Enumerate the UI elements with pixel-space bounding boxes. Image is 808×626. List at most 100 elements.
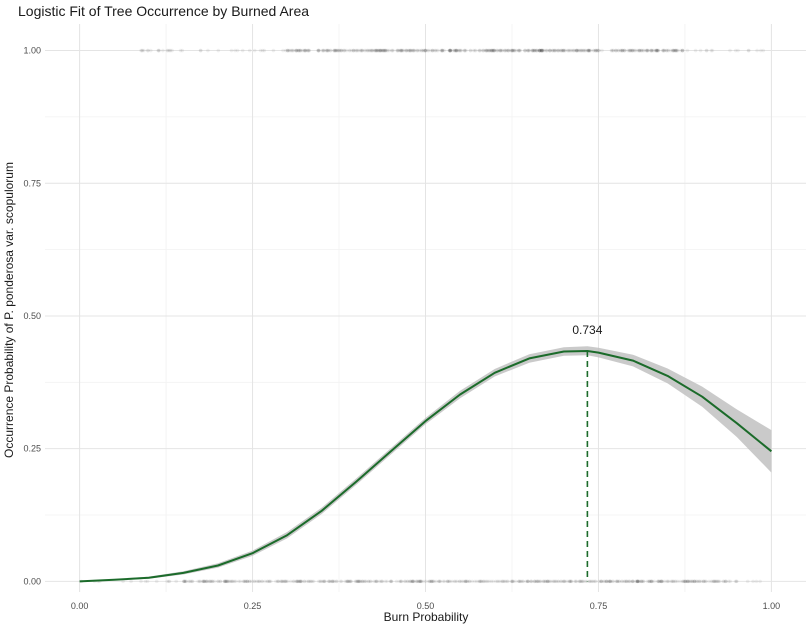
observation-point [645, 48, 650, 53]
observation-point [357, 579, 361, 584]
observation-point [488, 48, 493, 53]
observation-point [671, 579, 675, 584]
observation-point [607, 579, 611, 584]
observation-point [257, 579, 262, 584]
observation-point [543, 579, 548, 584]
observation-point [537, 48, 542, 53]
observation-point [563, 48, 567, 53]
observation-point [479, 579, 484, 584]
observation-point [436, 48, 440, 53]
observation-point [256, 579, 260, 584]
observation-point [418, 579, 423, 584]
observation-point [500, 579, 504, 584]
observation-point [413, 48, 417, 53]
observation-point [276, 579, 280, 584]
observation-point [380, 48, 385, 53]
observation-point [659, 579, 664, 584]
observation-point [529, 579, 534, 584]
observation-point [454, 48, 458, 53]
observation-point [736, 48, 740, 53]
observation-point [554, 48, 559, 53]
observation-point [709, 48, 714, 53]
observation-point [587, 48, 591, 53]
observation-point [559, 48, 564, 53]
observation-point [184, 579, 188, 584]
observation-point [399, 48, 403, 53]
observation-point [354, 48, 358, 53]
observation-point [511, 48, 515, 53]
observation-point [383, 48, 388, 53]
observation-point [198, 579, 202, 584]
observation-point [649, 48, 654, 53]
observation-point [361, 579, 365, 584]
observation-point [439, 48, 443, 53]
observation-point [142, 48, 146, 53]
observation-point [303, 48, 307, 53]
observation-point [545, 579, 550, 584]
observation-point [531, 48, 535, 53]
observation-point [595, 48, 599, 53]
observation-point [349, 579, 353, 584]
observation-point [495, 48, 500, 53]
observation-point [477, 48, 481, 53]
observation-point [718, 579, 722, 584]
observation-point [209, 579, 214, 584]
observation-point [366, 48, 370, 53]
observation-point [299, 48, 303, 53]
observation-point [294, 48, 298, 53]
observation-point [247, 579, 252, 584]
observation-point [628, 48, 633, 53]
observation-point [322, 579, 326, 584]
observation-point [461, 579, 465, 584]
observation-point [692, 579, 696, 584]
observation-point [207, 579, 212, 584]
observation-point [182, 579, 187, 584]
observation-point [635, 579, 640, 584]
observation-point [200, 579, 205, 584]
observation-point [395, 48, 399, 53]
observation-point [376, 48, 380, 53]
observation-point [678, 48, 683, 53]
observation-point [526, 48, 530, 53]
observation-point [408, 48, 413, 53]
observation-point [572, 48, 576, 53]
observation-point [602, 579, 606, 584]
observation-point [455, 579, 459, 584]
observation-point [334, 48, 339, 53]
observation-point [302, 579, 307, 584]
observation-point [140, 48, 144, 53]
observation-point [232, 579, 237, 584]
observation-point [554, 579, 558, 584]
observation-point [666, 48, 671, 53]
observation-point [619, 48, 624, 53]
observation-point [378, 48, 383, 53]
observation-point [295, 579, 300, 584]
observation-point [523, 48, 527, 53]
observation-point [587, 579, 592, 584]
observation-point [377, 48, 382, 53]
observation-point [178, 48, 183, 53]
observation-point [491, 48, 496, 53]
observation-point [638, 48, 642, 53]
observation-point [296, 48, 301, 53]
observation-point [184, 579, 188, 584]
observation-point [641, 579, 646, 584]
observation-point [636, 579, 640, 584]
observation-point [535, 579, 539, 584]
observation-point [615, 579, 619, 584]
observation-point [526, 579, 531, 584]
observation-point [594, 48, 598, 53]
observation-point [657, 579, 662, 584]
chart-title: Logistic Fit of Tree Occurrence by Burne… [18, 3, 309, 19]
observation-point [620, 48, 625, 53]
observation-point [360, 579, 364, 584]
y-tick-label: 0.50 [23, 311, 41, 321]
observation-point [605, 579, 609, 584]
observation-point [562, 579, 566, 584]
observation-point [529, 579, 533, 584]
observation-point [473, 579, 477, 584]
observation-point [398, 48, 402, 53]
observation-point [674, 48, 679, 53]
observation-point [308, 579, 313, 584]
observation-point [569, 579, 574, 584]
